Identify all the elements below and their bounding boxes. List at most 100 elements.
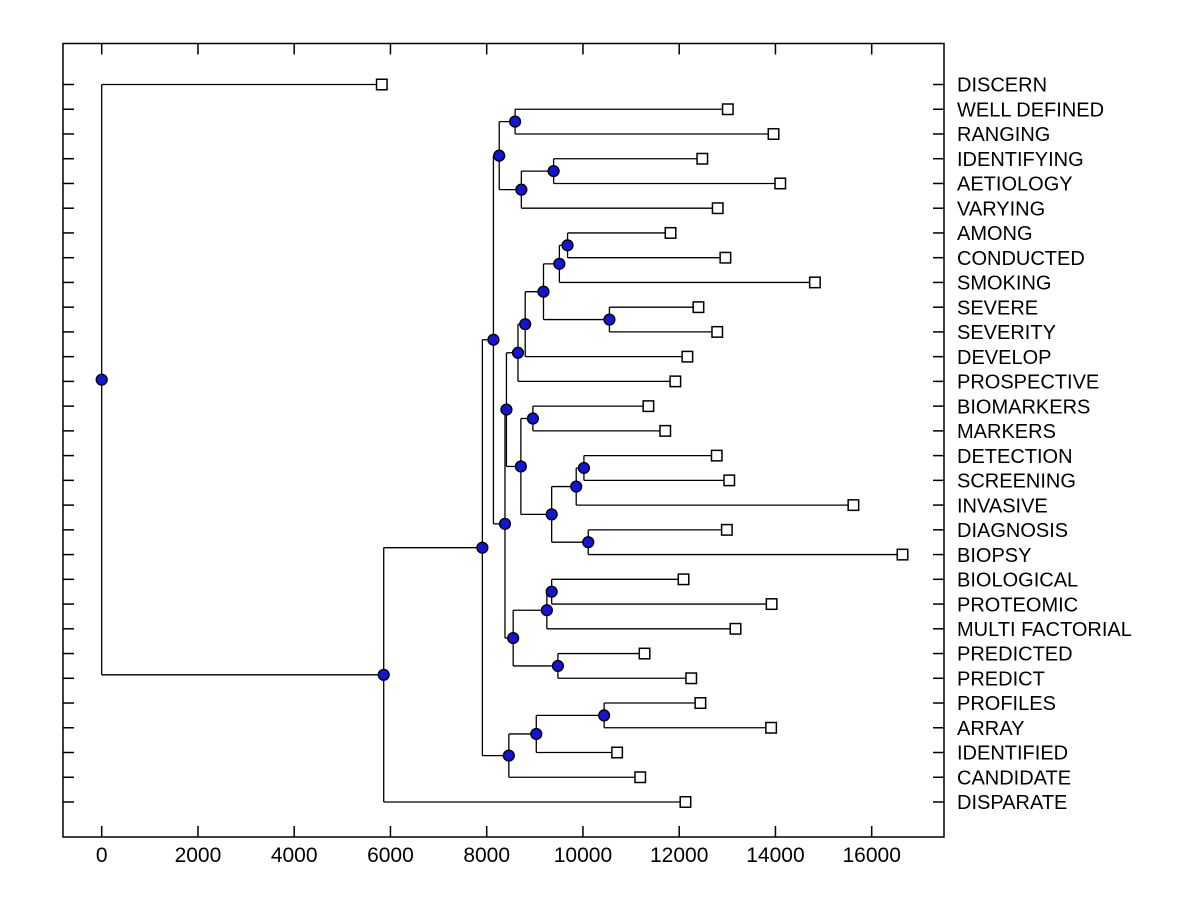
internal-node-marker [537, 285, 550, 298]
x-tick-label: 6000 [367, 844, 414, 867]
internal-node-marker [377, 668, 390, 681]
internal-node-marker [498, 517, 512, 530]
leaf-tip-marker [634, 771, 647, 784]
internal-node-marker [577, 461, 591, 475]
leaf-tip-marker [611, 746, 624, 759]
leaf-label: IDENTIFYING [957, 149, 1084, 171]
x-tick-label: 0 [96, 844, 108, 867]
leaf-tip-marker [692, 301, 705, 314]
internal-node-marker [500, 403, 513, 416]
leaf-label: AMONG [957, 223, 1033, 245]
x-tick-label: 10000 [554, 844, 612, 867]
leaf-label: PREDICTED [957, 644, 1073, 666]
leaf-tip-marker [774, 177, 787, 190]
leaf-tip-marker [719, 251, 732, 264]
internal-node-marker [502, 749, 515, 762]
internal-node-marker [526, 412, 540, 425]
x-tick-label: 2000 [175, 844, 222, 867]
leaf-label: MULTI FACTORIAL [957, 619, 1132, 641]
leaf-label: MARKERS [957, 421, 1056, 443]
leaf-label: IDENTIFIED [957, 743, 1068, 765]
internal-node-marker [515, 183, 528, 196]
leaf-label: INVASIVE [957, 495, 1048, 517]
internal-node-marker [514, 460, 527, 473]
leaf-tip-marker [720, 523, 733, 536]
leaf-tip-marker [710, 449, 723, 462]
leaf-tip-marker [896, 548, 909, 561]
internal-node-marker [476, 541, 489, 554]
internal-node-marker [553, 257, 566, 270]
leaf-tip-marker [638, 647, 651, 660]
leaf-tip-marker [664, 226, 677, 239]
leaf-label: PREDICT [957, 668, 1045, 690]
internal-node-marker [603, 313, 616, 326]
internal-node-marker [530, 727, 543, 741]
leaf-label: PROSPECTIVE [957, 372, 1099, 394]
internal-node-marker [519, 318, 532, 331]
leaf-tip-marker [669, 375, 682, 388]
leaf-label: SCREENING [957, 471, 1076, 493]
leaf-label: SMOKING [957, 273, 1051, 295]
leaf-tip-marker [659, 424, 672, 437]
leaf-label: BIOPSY [957, 545, 1031, 567]
x-tick-label: 4000 [271, 844, 318, 867]
leaf-tip-marker [685, 672, 698, 685]
leaf-label: DIAGNOSIS [957, 520, 1068, 542]
leaf-tip-marker [721, 103, 734, 116]
internal-node-marker [508, 115, 522, 128]
leaf-tip-marker [808, 276, 821, 289]
internal-node-marker [95, 373, 108, 386]
leaf-tip-marker [711, 325, 724, 338]
internal-node-marker [561, 239, 574, 252]
leaf-tip-marker [729, 622, 742, 635]
x-tick-label: 16000 [842, 844, 900, 867]
x-tick-label: 14000 [746, 844, 804, 867]
internal-node-marker [570, 480, 583, 493]
leaf-tip-marker [767, 127, 780, 140]
leaf-label: ARRAY [957, 718, 1024, 740]
leaf-label: PROFILES [957, 693, 1056, 715]
leaf-tip-marker [679, 795, 692, 808]
leaf-label: CANDIDATE [957, 767, 1071, 789]
leaf-tip-marker [765, 598, 778, 611]
leaf-tip-marker [681, 350, 694, 363]
leaf-label: DEVELOP [957, 347, 1051, 369]
internal-node-marker [511, 346, 525, 359]
leaf-label: DISCERN [957, 75, 1047, 97]
leaf-label: BIOLOGICAL [957, 570, 1078, 592]
leaf-label: DETECTION [957, 446, 1073, 468]
internal-node-marker [493, 149, 506, 162]
leaf-label: PROTEOMIC [957, 594, 1078, 616]
x-tick-label: 8000 [463, 844, 510, 867]
leaf-tip-marker [847, 499, 860, 512]
leaf-label: BIOMARKERS [957, 396, 1090, 418]
internal-node-marker [545, 508, 558, 521]
internal-node-marker [598, 709, 611, 722]
plot-box [62, 42, 945, 838]
x-tick-label: 12000 [650, 844, 708, 867]
leaf-tip-marker [696, 152, 709, 165]
leaf-label: RANGING [957, 124, 1050, 146]
leaf-label: AETIOLOGY [957, 174, 1073, 196]
internal-node-marker [545, 585, 558, 598]
leaf-tip-marker [642, 400, 655, 413]
leaf-label: SEVERITY [957, 322, 1056, 344]
internal-node-marker [551, 659, 565, 673]
leaf-tip-marker [694, 697, 707, 710]
leaf-label: VARYING [957, 198, 1045, 220]
leaf-label: DISPARATE [957, 792, 1067, 814]
leaf-tip-marker [765, 721, 778, 734]
leaf-tip-marker [375, 78, 388, 91]
leaf-tip-marker [723, 474, 736, 487]
internal-node-marker [540, 604, 553, 617]
leaf-label: WELL DEFINED [957, 99, 1104, 121]
internal-node-marker [547, 164, 560, 178]
internal-node-marker [487, 333, 500, 346]
leaf-label: SEVERE [957, 297, 1038, 319]
internal-node-marker [582, 536, 595, 549]
leaf-label: CONDUCTED [957, 248, 1085, 270]
leaf-tip-marker [711, 202, 724, 215]
